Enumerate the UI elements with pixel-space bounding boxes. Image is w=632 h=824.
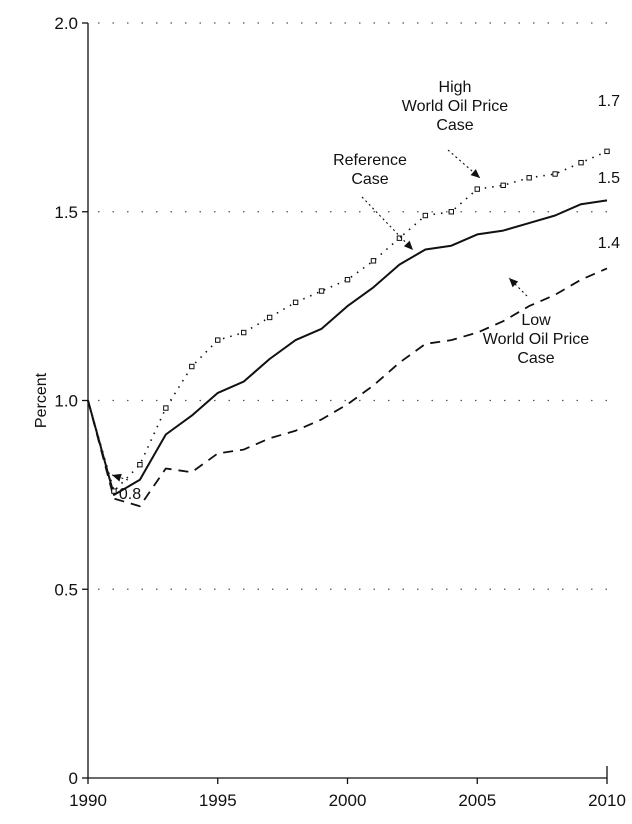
series-point-high-6 [241, 329, 247, 336]
y-tick-label-3: 1.5 [54, 203, 78, 222]
annotation-high-line-2: Case [436, 117, 473, 134]
end-value-label-2: 1.4 [598, 235, 620, 252]
annotation-reference-line-0: Reference [333, 152, 407, 169]
start-value-label: 0.8 [119, 486, 141, 503]
y-tick-label-2: 1.0 [54, 392, 78, 411]
y-tick-label-1: 0.5 [54, 580, 78, 599]
annotation-low-arrowhead [509, 278, 519, 288]
annotations: High World Oil Price Case Reference Case Low W… [111, 79, 620, 503]
series-point-high-3 [163, 405, 169, 411]
end-value-label-1: 1.5 [598, 170, 620, 187]
series-point-high-12 [396, 235, 403, 241]
series-point-high-8 [292, 299, 299, 306]
x-tick-label-0: 1990 [69, 791, 107, 810]
annotation-reference-line-1: Case [351, 171, 388, 188]
series-point-high-18 [552, 171, 558, 177]
series-point-high-15 [474, 186, 480, 192]
annotation-high-arrowhead [470, 169, 480, 178]
series-point-high-7 [266, 314, 273, 321]
series-point-high-19 [578, 159, 584, 166]
series-lines [87, 150, 608, 508]
x-tick-label-3: 2005 [458, 791, 496, 810]
series-point-high-20 [604, 148, 610, 155]
series-point-high-17 [526, 175, 532, 181]
annotation-low-line-0: Low [521, 312, 551, 329]
annotation-reference-arrowhead [403, 240, 413, 250]
y-tick-label-4: 2.0 [54, 14, 78, 33]
annotation-reference-leader [361, 196, 414, 251]
series-point-high-1 [111, 488, 117, 494]
series-line-reference [87, 199, 608, 496]
x-tick-label-4: 2010 [588, 791, 626, 810]
tick-labels: 0 0.5 1.0 1.5 2.0 1990 1995 2000 2005 2010 Percent [33, 14, 626, 810]
x-tick-label-1: 1995 [199, 791, 237, 810]
annotation-high-line-0: High [439, 79, 472, 96]
series-point-high-14 [448, 209, 455, 215]
y-tick-label-0: 0 [69, 769, 78, 788]
series-point-high-11 [370, 258, 377, 264]
series-point-high-9 [318, 288, 325, 294]
start-value-arrowhead [112, 473, 122, 482]
y-axis-label: Percent [33, 372, 50, 428]
series-point-high-16 [500, 182, 506, 189]
series-point-high-4 [189, 363, 195, 370]
series-point-high-13 [422, 212, 429, 219]
end-value-label-0: 1.7 [598, 93, 620, 110]
annotation-low-line-2: Case [517, 350, 554, 367]
series-point-high-5 [215, 337, 221, 343]
annotation-high-line-1: World Oil Price [402, 98, 508, 115]
series-line-low [87, 267, 608, 508]
series-point-high-10 [344, 277, 351, 283]
annotation-low-line-1: World Oil Price [483, 331, 589, 348]
series-markers [111, 148, 610, 494]
axes [87, 23, 608, 779]
series-point-high-2 [137, 461, 143, 468]
x-tick-label-2: 2000 [329, 791, 367, 810]
